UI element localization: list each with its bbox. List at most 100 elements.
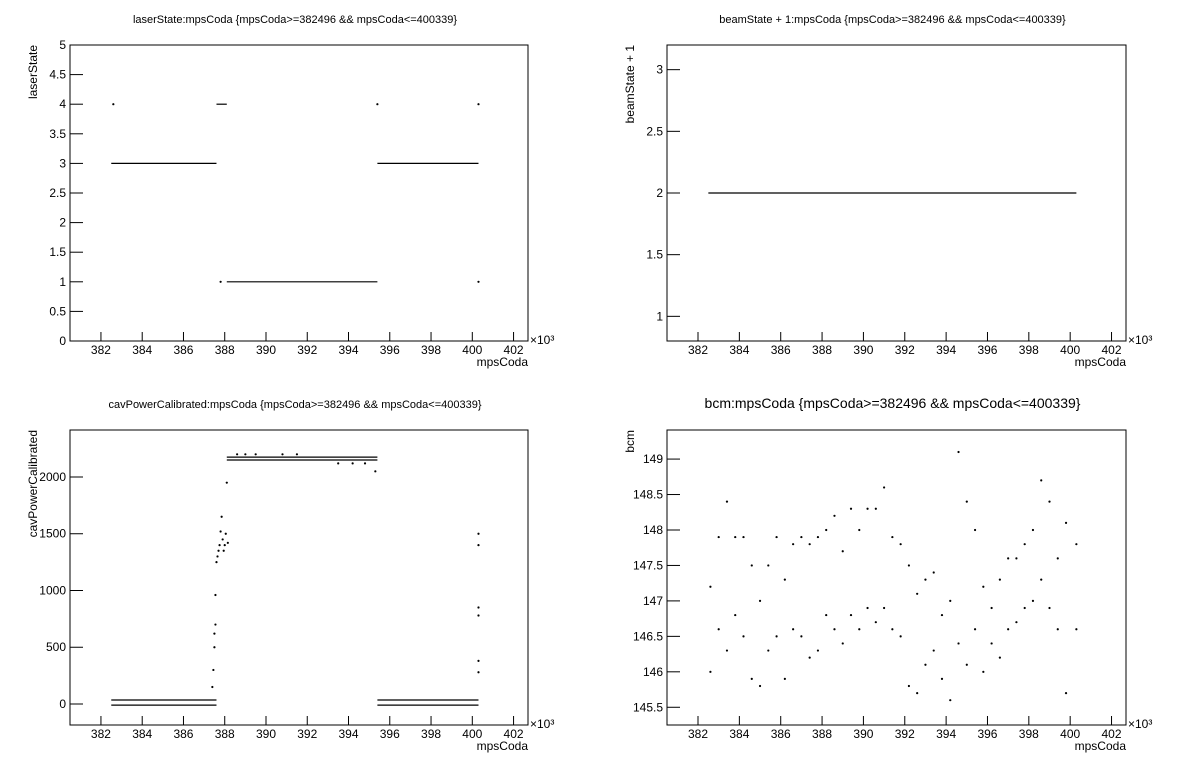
x-tick-label: 396 bbox=[380, 727, 400, 741]
data-point bbox=[1031, 528, 1035, 532]
x-tick-label: 396 bbox=[977, 727, 997, 741]
y-tick-label: 2 bbox=[656, 186, 663, 200]
data-point bbox=[213, 632, 216, 635]
data-point bbox=[1056, 557, 1059, 560]
chart-title: laserState:mpsCoda {mpsCoda>=382496 && m… bbox=[133, 14, 457, 26]
data-point bbox=[477, 543, 480, 547]
x-tick-label: 382 bbox=[91, 727, 111, 741]
y-tick-label: 3 bbox=[656, 63, 663, 77]
data-point bbox=[374, 470, 377, 473]
y-tick-label: 1 bbox=[59, 275, 66, 289]
data-point bbox=[477, 671, 480, 674]
data-point bbox=[717, 628, 720, 631]
data-point bbox=[734, 535, 737, 539]
data-point bbox=[907, 564, 911, 567]
data-point bbox=[973, 528, 977, 532]
data-point bbox=[783, 677, 786, 681]
data-point bbox=[218, 543, 221, 547]
data-point bbox=[244, 453, 247, 456]
x-tick-label: 396 bbox=[380, 343, 400, 357]
data-point bbox=[1031, 599, 1035, 603]
y-tick-label: 2.5 bbox=[646, 124, 663, 138]
x-tick-label: 402 bbox=[1102, 343, 1122, 357]
plot-frame bbox=[69, 429, 529, 726]
data-point bbox=[816, 535, 820, 539]
data-point bbox=[281, 453, 284, 456]
data-point bbox=[982, 670, 985, 673]
x-tick-label: 398 bbox=[421, 727, 441, 741]
data-point bbox=[750, 564, 753, 567]
data-point bbox=[899, 543, 902, 546]
data-point bbox=[219, 530, 222, 533]
y-tick-label: 146 bbox=[643, 665, 663, 679]
x-tick-label: 386 bbox=[173, 727, 193, 741]
data-point bbox=[990, 642, 993, 645]
x-tick-label: 388 bbox=[215, 727, 235, 741]
data-point bbox=[833, 628, 836, 631]
data-point bbox=[808, 543, 811, 546]
x-axis-label: mpsCoda bbox=[1075, 739, 1127, 753]
x-tick-label: 398 bbox=[1019, 343, 1039, 357]
data-point bbox=[924, 578, 927, 581]
data-point bbox=[477, 280, 480, 283]
data-point bbox=[965, 500, 968, 503]
x-tick-label: 398 bbox=[1019, 727, 1039, 741]
y-tick-label: 0 bbox=[59, 697, 66, 711]
data-point bbox=[223, 543, 226, 547]
data-point bbox=[376, 103, 379, 106]
data-point bbox=[800, 635, 803, 638]
x-tick-label: 386 bbox=[173, 343, 193, 357]
data-point bbox=[725, 649, 729, 652]
y-tick-label: 1500 bbox=[39, 527, 66, 541]
x-tick-label: 384 bbox=[132, 343, 152, 357]
x-multiplier: ×10³ bbox=[530, 333, 554, 347]
data-point bbox=[351, 462, 354, 465]
data-point bbox=[858, 628, 861, 631]
x-tick-label: 390 bbox=[853, 727, 873, 741]
x-tick-label: 400 bbox=[462, 727, 482, 741]
data-point bbox=[866, 507, 869, 510]
data-point bbox=[1040, 578, 1043, 581]
data-point bbox=[212, 668, 215, 672]
data-point bbox=[949, 699, 952, 702]
data-point bbox=[224, 532, 227, 535]
data-point bbox=[767, 649, 770, 652]
x-axis-label: mpsCoda bbox=[1075, 355, 1127, 369]
data-point bbox=[783, 578, 786, 581]
y-tick-label: 148.5 bbox=[633, 488, 663, 502]
y-tick-label: 5 bbox=[59, 38, 66, 52]
data-point bbox=[932, 571, 935, 574]
x-tick-label: 392 bbox=[297, 727, 317, 741]
chart-title: bcm:mpsCoda {mpsCoda>=382496 && mpsCoda<… bbox=[705, 395, 1081, 411]
y-tick-label: 0.5 bbox=[49, 304, 66, 318]
data-point bbox=[982, 585, 985, 588]
data-point bbox=[1007, 557, 1010, 560]
data-point bbox=[825, 613, 828, 617]
data-point bbox=[220, 515, 223, 518]
x-tick-label: 388 bbox=[812, 343, 832, 357]
data-point bbox=[891, 628, 894, 631]
x-tick-label: 394 bbox=[338, 343, 358, 357]
data-point bbox=[924, 663, 927, 666]
plot-frame bbox=[69, 44, 529, 342]
data-point bbox=[965, 663, 968, 666]
y-tick-label: 147 bbox=[643, 594, 663, 608]
x-tick-label: 382 bbox=[688, 727, 708, 741]
x-tick-label: 398 bbox=[421, 343, 441, 357]
data-point bbox=[1064, 521, 1068, 524]
y-tick-label: 4.5 bbox=[49, 68, 66, 82]
data-point bbox=[957, 450, 960, 454]
data-point bbox=[337, 462, 340, 465]
x-tick-label: 394 bbox=[936, 343, 956, 357]
data-point bbox=[758, 599, 762, 603]
data-point bbox=[477, 606, 480, 609]
data-point bbox=[808, 656, 811, 659]
data-point bbox=[874, 621, 877, 624]
data-point bbox=[998, 578, 1001, 581]
data-point bbox=[217, 549, 220, 552]
data-point bbox=[213, 646, 216, 649]
x-tick-label: 382 bbox=[688, 343, 708, 357]
data-point bbox=[891, 535, 894, 539]
y-tick-label: 1 bbox=[656, 309, 663, 323]
data-point bbox=[816, 649, 820, 652]
